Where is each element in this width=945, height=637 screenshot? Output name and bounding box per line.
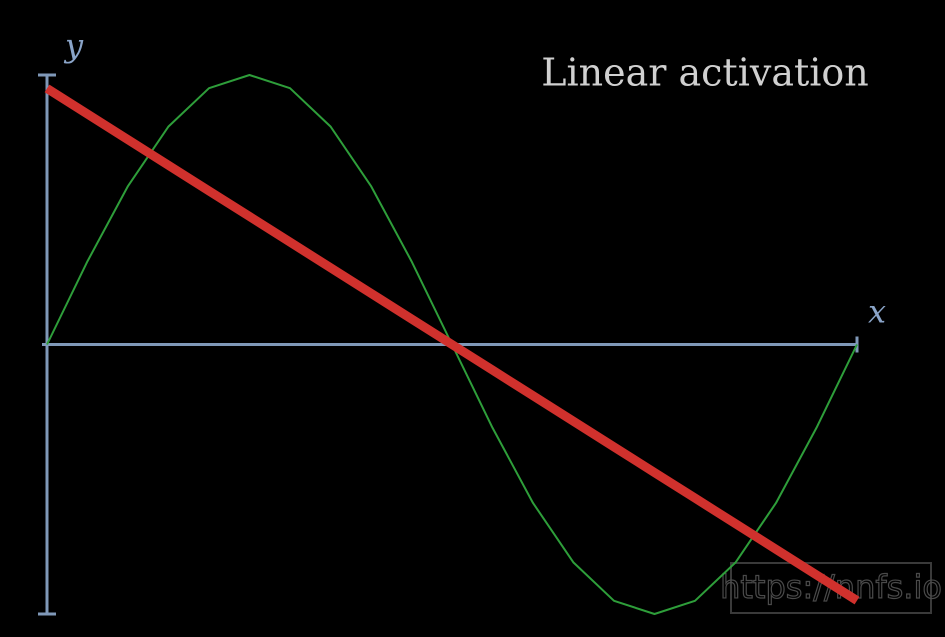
series-line <box>44 84 860 605</box>
chart-title: Linear activation <box>541 51 869 95</box>
y-axis-label: y <box>63 27 84 65</box>
watermark-box <box>730 562 932 614</box>
x-axis-label: x <box>868 293 886 331</box>
